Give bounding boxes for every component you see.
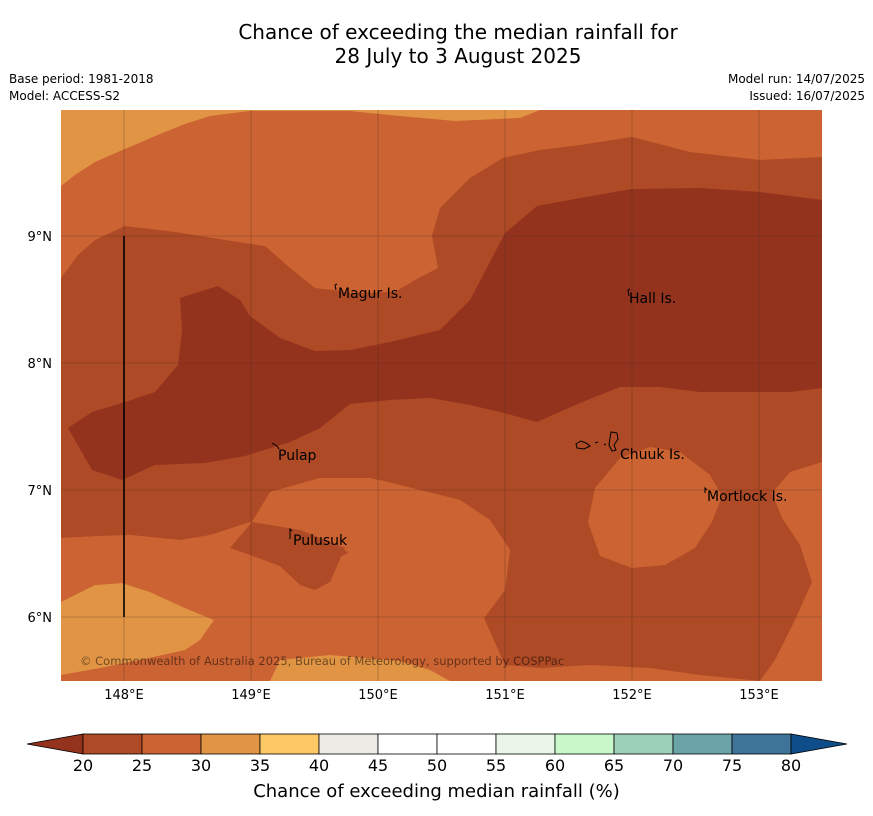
colorbar-tick-label: 50: [427, 756, 447, 775]
band-below-20: [68, 188, 822, 480]
longitude-ticks: 148°E 149°E 150°E 151°E 152°E 153°E: [104, 688, 779, 703]
band-30-35-southwest: [61, 583, 214, 675]
colorbar-segment: [377, 733, 438, 755]
model-name: Model: ACCESS-S2: [9, 89, 121, 103]
island-outlines: [271, 283, 708, 539]
colorbar-segment: [436, 733, 497, 755]
colorbar-tick-label: 30: [191, 756, 211, 775]
rainfall-contours: [61, 110, 822, 681]
title-line-1: Chance of exceeding the median rainfall …: [238, 20, 678, 44]
colorbar-tick-label: 55: [486, 756, 506, 775]
colorbar-tick-label: 80: [781, 756, 801, 775]
colorbar-segment: [141, 733, 202, 755]
lon-tick: 150°E: [358, 688, 398, 703]
latitude-ticks: 9°N 8°N 7°N 6°N: [28, 230, 53, 626]
copyright-notice: © Commonwealth of Australia 2025, Bureau…: [80, 654, 564, 668]
colorbar: [26, 733, 848, 755]
lon-tick: 148°E: [104, 688, 144, 703]
band-20-25-pulusuk: [230, 522, 345, 590]
base-period: Base period: 1981-2018: [9, 72, 154, 86]
mortlock-island-outline: [704, 486, 708, 493]
label-chuuk: Chuuk Is.: [620, 447, 685, 463]
band-25-30-east: [760, 462, 822, 681]
place-labels: Magur Is. Hall Is. Pulap Chuuk Is. Mortl…: [278, 286, 787, 549]
colorbar-tick-label: 20: [73, 756, 93, 775]
pulap-island-outline: [271, 442, 280, 450]
colorbar-ticks: 20 25 30 35 40 45 50 55 60 65 70 75 80: [73, 756, 801, 775]
map-title: Chance of exceeding the median rainfall …: [0, 20, 873, 68]
colorbar-tick-label: 40: [309, 756, 329, 775]
meta-right: Model run: 14/07/2025 Issued: 16/07/2025: [728, 71, 865, 105]
colorbar-label: Chance of exceeding median rainfall (%): [253, 781, 620, 802]
label-pulap: Pulap: [278, 448, 317, 464]
colorbar-segment: [259, 733, 320, 755]
colorbar-extend-high: [790, 733, 848, 755]
model-run: Model run: 14/07/2025: [727, 72, 865, 86]
band-30-35-top: [61, 110, 540, 186]
colorbar-segment: [82, 733, 143, 755]
lon-tick: 153°E: [739, 688, 779, 703]
chuuk-island-outline: [575, 431, 619, 452]
issued-date: Issued: 16/07/2025: [749, 89, 865, 103]
hall-island-outline: [627, 288, 631, 297]
lat-tick: 7°N: [28, 484, 53, 499]
pulusuk-island-outline: [289, 527, 293, 539]
colorbar-tick-label: 60: [545, 756, 565, 775]
magur-island-outline: [334, 283, 338, 291]
colorbar-segment: [318, 733, 379, 755]
lon-tick: 151°E: [485, 688, 525, 703]
label-pulusuk: Pulusuk: [293, 533, 348, 549]
title-line-2: 28 July to 3 August 2025: [334, 44, 582, 68]
lat-tick: 6°N: [28, 611, 53, 626]
colorbar-tick-label: 45: [368, 756, 388, 775]
label-hall: Hall Is.: [629, 291, 676, 307]
lat-tick: 9°N: [28, 230, 53, 245]
colorbar-tick-label: 25: [132, 756, 152, 775]
lon-tick: 149°E: [231, 688, 271, 703]
colorbar-extend-low: [26, 733, 84, 755]
label-mortlock: Mortlock Is.: [707, 489, 787, 505]
colorbar-tick-label: 65: [604, 756, 624, 775]
band-25-30-chuuk: [588, 447, 722, 568]
lat-tick: 8°N: [28, 357, 53, 372]
colorbar-segment: [495, 733, 556, 755]
colorbar-segment: [613, 733, 674, 755]
meta-left: Base period: 1981-2018 Model: ACCESS-S2: [9, 71, 154, 105]
colorbar-tick-label: 75: [722, 756, 742, 775]
label-magur: Magur Is.: [338, 286, 403, 302]
colorbar-segment: [731, 733, 792, 755]
colorbar-tick-label: 70: [663, 756, 683, 775]
colorbar-segment: [200, 733, 261, 755]
lon-tick: 152°E: [612, 688, 652, 703]
band-25-30-south: [61, 478, 510, 650]
colorbar-tick-label: 35: [250, 756, 270, 775]
band-30-35-south: [270, 655, 450, 681]
colorbar-segment: [672, 733, 733, 755]
colorbar-segment: [554, 733, 615, 755]
